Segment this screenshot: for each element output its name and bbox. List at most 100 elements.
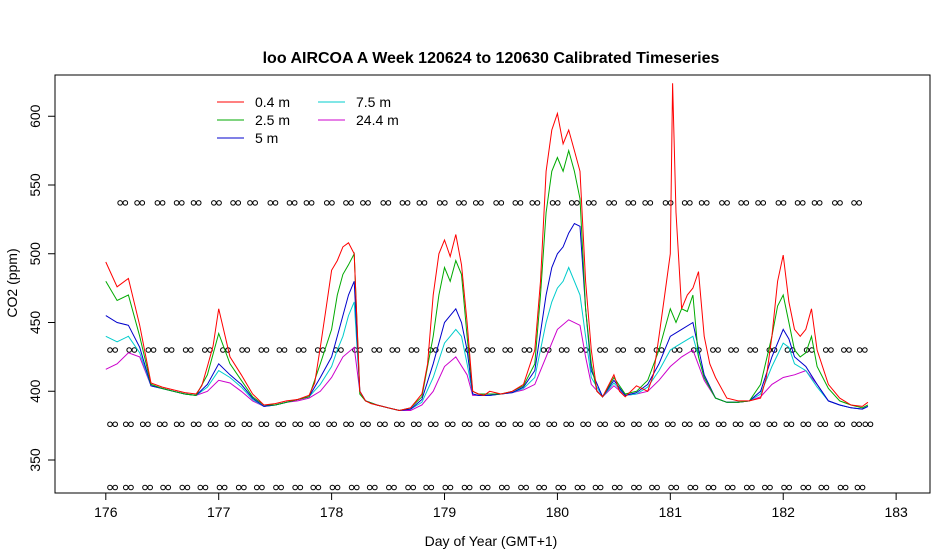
- calibration-marker: [545, 347, 552, 353]
- calibration-marker: [329, 484, 336, 491]
- calibration-marker: [715, 421, 722, 428]
- calibration-marker: [126, 347, 132, 353]
- calibration-marker: [767, 484, 773, 491]
- calibration-marker: [162, 421, 168, 428]
- calibration-marker: [762, 484, 768, 491]
- calibration-marker: [805, 484, 812, 491]
- calibration-marker: [428, 484, 435, 491]
- calibration-marker: [597, 421, 603, 428]
- calibration-marker: [549, 200, 556, 206]
- y-tick-label: 550: [27, 173, 43, 197]
- calibration-marker: [275, 421, 282, 428]
- calibration-marker: [343, 421, 349, 428]
- calibration-marker: [625, 200, 632, 206]
- calibration-marker: [470, 347, 476, 353]
- calibration-marker: [451, 347, 457, 353]
- calibration-marker: [315, 484, 322, 491]
- calibration-marker: [851, 421, 857, 428]
- calibration-marker: [372, 484, 378, 491]
- calibration-marker: [841, 347, 847, 353]
- x-axis: 176 177 178 179 180 181 182 183: [94, 493, 908, 520]
- calibration-marker: [597, 347, 603, 353]
- calibration-marker: [224, 421, 231, 428]
- calibration-marker: [365, 421, 371, 428]
- calibration-marker: [484, 347, 490, 353]
- calibration-marker: [681, 421, 688, 428]
- calibration-marker: [856, 421, 863, 428]
- calibration-marker: [551, 421, 558, 428]
- y-tick-label: 450: [27, 311, 43, 335]
- calibration-marker: [173, 421, 180, 428]
- calibration-marker: [131, 347, 138, 353]
- calibration-marker: [662, 200, 669, 206]
- calibration-marker: [326, 421, 332, 428]
- calibration-marker: [832, 200, 838, 206]
- calibration-marker: [112, 484, 118, 491]
- calibration-marker: [580, 421, 586, 428]
- calibration-marker: [323, 200, 330, 206]
- calibration-marker: [592, 484, 599, 491]
- calibration-marker: [724, 200, 730, 206]
- calibration-marker: [107, 347, 113, 353]
- calibration-marker: [385, 200, 392, 206]
- calibration-marker: [421, 200, 428, 206]
- calibration-marker: [649, 484, 655, 491]
- calibration-marker: [449, 421, 456, 428]
- calibration-marker: [823, 484, 830, 491]
- calibration-marker: [241, 484, 247, 491]
- calibration-marker: [614, 421, 620, 428]
- calibration-marker: [630, 200, 637, 206]
- calibration-marker: [281, 347, 288, 353]
- calibration-marker: [267, 200, 274, 206]
- calibration-marker: [495, 421, 502, 428]
- calibration-marker: [781, 484, 787, 491]
- calibration-marker: [766, 421, 773, 428]
- series-line-7-5-m: [105, 266, 869, 412]
- calibration-marker: [484, 484, 491, 491]
- calibration-marker: [410, 484, 417, 491]
- calibration-marker: [197, 484, 204, 491]
- calibration-marker: [160, 484, 166, 491]
- calibration-marker: [112, 421, 118, 428]
- calibration-marker: [834, 421, 840, 428]
- calibration-marker: [747, 347, 753, 353]
- calibration-marker: [246, 421, 253, 428]
- calibration-marker: [647, 200, 654, 206]
- calibration-marker: [703, 200, 710, 206]
- calibration-marker: [408, 347, 415, 353]
- calibration-marker: [867, 421, 874, 428]
- calibration-marker: [389, 347, 396, 353]
- calibration-marker: [150, 347, 157, 353]
- calibration-marker: [247, 200, 253, 206]
- calibration-marker: [258, 347, 265, 353]
- calibration-marker: [534, 421, 541, 428]
- calibration-marker: [295, 347, 302, 353]
- x-tick-label: 183: [884, 504, 908, 520]
- calibration-marker: [128, 421, 134, 428]
- calibration-marker: [540, 347, 547, 353]
- calibration-marker: [273, 484, 279, 491]
- calibration-marker: [602, 421, 608, 428]
- calibration-marker: [577, 347, 584, 353]
- calibration-marker: [606, 200, 612, 206]
- calibration-marker: [752, 347, 759, 353]
- calibration-marker: [583, 347, 589, 353]
- calibration-marker: [563, 421, 569, 428]
- calibration-marker: [703, 421, 710, 428]
- calibration-marker: [416, 200, 423, 206]
- calibration-marker: [122, 484, 129, 491]
- calibration-marker: [391, 484, 397, 491]
- calibration-marker: [738, 200, 744, 206]
- calibration-marker: [837, 484, 844, 491]
- calibration-marker: [749, 421, 756, 428]
- calibration-marker: [856, 347, 863, 353]
- calibration-marker: [444, 421, 451, 428]
- calibration-marker: [478, 421, 485, 428]
- calibration-marker: [483, 421, 490, 428]
- calibration-marker: [188, 347, 194, 353]
- calibration-marker: [229, 421, 236, 428]
- calibration-marker: [447, 484, 454, 491]
- calibration-marker: [466, 421, 473, 428]
- calibration-marker: [526, 347, 533, 353]
- calibration-marker: [560, 484, 567, 491]
